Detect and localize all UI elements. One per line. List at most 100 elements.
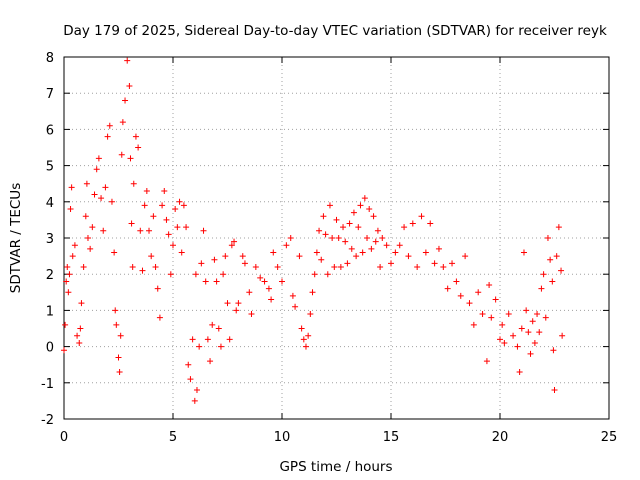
data-point — [191, 397, 198, 404]
data-point — [335, 235, 342, 241]
data-point — [368, 245, 375, 252]
data-point — [77, 325, 84, 332]
data-point — [117, 332, 124, 339]
data-point — [305, 332, 312, 339]
data-point — [559, 332, 566, 339]
data-point — [274, 263, 281, 270]
data-point — [353, 253, 360, 260]
data-point — [159, 202, 166, 209]
data-point — [211, 256, 218, 263]
data-point — [542, 314, 549, 321]
data-point — [300, 336, 307, 343]
data-point — [102, 184, 109, 191]
data-point — [440, 263, 447, 270]
y-tick-label: 7 — [46, 87, 54, 102]
data-point — [298, 325, 305, 332]
data-point — [252, 263, 259, 270]
data-point — [392, 249, 399, 256]
x-tick-label: 10 — [274, 430, 291, 445]
data-point — [152, 263, 159, 270]
data-point — [418, 213, 425, 220]
y-tick-label: 0 — [46, 341, 54, 356]
data-point — [388, 260, 394, 267]
data-point — [156, 314, 163, 321]
data-point — [287, 235, 294, 241]
data-point — [409, 220, 416, 227]
x-tick-label: 20 — [492, 430, 509, 445]
data-point — [449, 260, 456, 267]
data-point — [340, 224, 347, 231]
data-point — [348, 245, 355, 252]
data-point — [113, 321, 120, 328]
data-point — [497, 336, 503, 343]
data-point — [453, 278, 460, 285]
data-point — [124, 57, 131, 64]
data-point — [457, 292, 464, 299]
data-point — [520, 249, 527, 256]
data-point — [396, 242, 403, 249]
data-point — [549, 278, 556, 285]
data-point — [80, 263, 87, 270]
data-point — [364, 235, 371, 241]
data-point — [139, 267, 146, 274]
data-point — [183, 224, 190, 231]
data-point — [165, 231, 172, 238]
data-point — [296, 253, 303, 260]
data-point — [196, 343, 203, 350]
data-point — [178, 249, 185, 256]
data-point — [431, 260, 438, 267]
data-point — [366, 206, 373, 213]
data-point — [111, 249, 118, 256]
data-point — [233, 307, 240, 314]
data-point — [146, 227, 153, 234]
data-point — [176, 198, 183, 205]
data-point — [307, 311, 314, 318]
data-point — [555, 224, 562, 231]
data-point — [470, 321, 477, 328]
data-point — [65, 289, 72, 296]
data-point — [161, 187, 168, 194]
data-point — [516, 368, 523, 375]
data-point — [355, 224, 362, 231]
data-point — [122, 97, 129, 104]
data-point — [116, 368, 123, 375]
y-tick-label: -2 — [41, 413, 54, 428]
data-point — [534, 311, 541, 318]
data-point — [71, 242, 78, 249]
x-tick-label: 25 — [601, 430, 618, 445]
data-point — [78, 300, 85, 307]
data-point — [93, 166, 100, 173]
data-point — [279, 278, 285, 285]
y-tick-label: 8 — [46, 51, 54, 66]
y-tick-label: 6 — [46, 123, 54, 138]
data-point — [311, 271, 318, 278]
data-point — [63, 278, 70, 285]
data-point — [192, 271, 199, 278]
data-point — [302, 343, 309, 350]
x-axis-label: GPS time / hours — [279, 459, 392, 475]
data-point — [492, 296, 499, 303]
data-point — [143, 187, 150, 194]
data-point — [483, 358, 490, 365]
data-point — [488, 314, 495, 321]
data-point — [283, 242, 290, 249]
data-point — [246, 289, 253, 296]
data-point — [405, 253, 412, 260]
data-point — [187, 376, 194, 383]
y-tick-label: 3 — [46, 232, 54, 247]
data-point — [318, 256, 325, 263]
y-tick-label: -1 — [41, 377, 54, 392]
data-point — [551, 387, 558, 394]
data-point — [98, 195, 105, 202]
data-point — [531, 339, 538, 346]
data-point — [309, 289, 316, 296]
data-point — [270, 249, 277, 256]
data-point — [538, 285, 545, 292]
data-point — [466, 300, 473, 307]
data-point — [377, 263, 384, 270]
data-point — [89, 224, 96, 231]
data-point — [154, 285, 161, 292]
data-point — [91, 191, 98, 198]
data-point — [523, 307, 530, 314]
data-point — [501, 339, 508, 346]
